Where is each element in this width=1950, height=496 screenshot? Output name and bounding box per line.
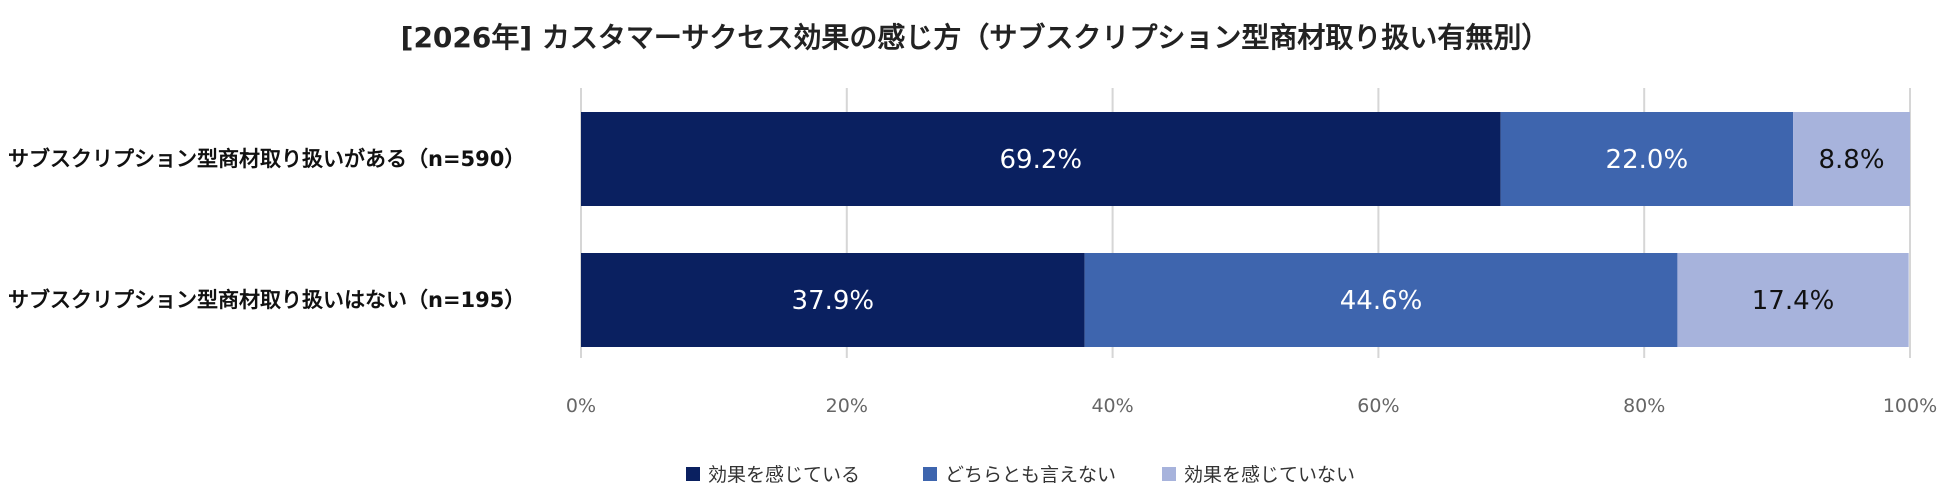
legend-swatch	[1162, 466, 1176, 481]
x-tick-label: 80%	[1623, 395, 1665, 417]
legend-item: 効果を感じていない	[1162, 460, 1355, 487]
category-label: サブスクリプション型商材取り扱いがある（n=590）	[8, 147, 525, 171]
legend-label: 効果を感じている	[708, 464, 861, 486]
legend-item: 効果を感じている	[686, 460, 860, 487]
bars	[581, 112, 1910, 347]
bar-segment	[1793, 112, 1910, 206]
x-tick-label: 20%	[826, 395, 868, 417]
legend-swatch	[686, 466, 700, 481]
data-label: 44.6%	[1340, 286, 1423, 316]
bar-segment	[581, 112, 1501, 206]
legend-label: 効果を感じていない	[1184, 464, 1356, 486]
bar-segment	[1677, 253, 1909, 347]
x-tick-label: 60%	[1357, 395, 1399, 417]
data-label: 22.0%	[1606, 145, 1689, 175]
chart-title: [2026年] カスタマーサクセス効果の感じ方（サブスクリプション型商材取り扱い…	[400, 21, 1550, 54]
data-label: 8.8%	[1818, 145, 1884, 175]
bar-segment	[581, 253, 1085, 347]
x-tick-label: 40%	[1091, 395, 1133, 417]
legend-swatch	[923, 466, 937, 481]
legend-item: どちらとも言えない	[923, 460, 1116, 487]
data-labels: 69.2% 22.0% 8.8% 37.9% 44.6% 17.4%	[792, 145, 1885, 316]
x-tick-label: 0%	[566, 395, 596, 417]
category-label: サブスクリプション型商材取り扱いはない（n=195）	[8, 288, 525, 312]
legend-label: どちらとも言えない	[945, 464, 1117, 486]
data-label: 17.4%	[1752, 286, 1835, 316]
data-label: 37.9%	[792, 286, 875, 316]
legend: 効果を感じている どちらとも言えない 効果を感じていない	[0, 460, 1950, 488]
x-axis-ticks: 0% 20% 40% 60% 80% 100%	[566, 395, 1937, 417]
bar-segment	[1500, 112, 1794, 206]
data-label: 69.2%	[1000, 145, 1083, 175]
bar-segment	[1084, 253, 1678, 347]
x-tick-label: 100%	[1883, 395, 1937, 417]
category-labels: サブスクリプション型商材取り扱いがある（n=590） サブスクリプション型商材取り…	[8, 147, 525, 312]
